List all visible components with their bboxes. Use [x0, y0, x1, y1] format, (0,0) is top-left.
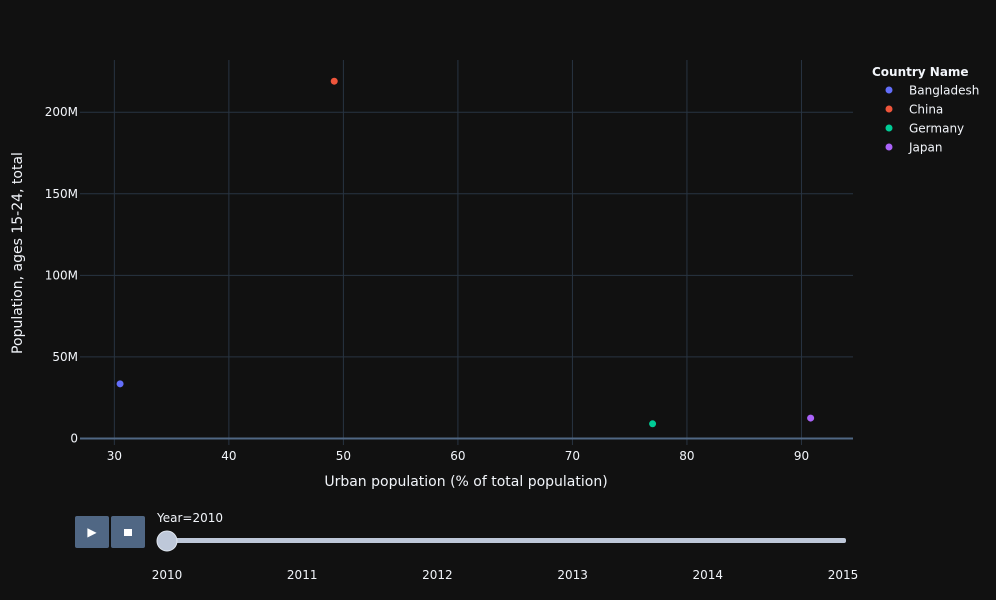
x-tick-label: 60 [450, 449, 465, 463]
legend-marker [885, 124, 893, 132]
x-tick-label: 50 [336, 449, 351, 463]
slider-step-label[interactable]: 2010 [152, 568, 183, 582]
data-point-germany[interactable] [649, 420, 657, 428]
slider-track[interactable] [162, 538, 846, 543]
slider-step-label[interactable]: 2012 [422, 568, 453, 582]
data-point-china[interactable] [330, 77, 338, 85]
slider-step-label[interactable]: 2013 [557, 568, 588, 582]
legend-marker [885, 86, 893, 94]
slider-handle[interactable] [156, 530, 178, 552]
legend-item-japan[interactable]: Japan [908, 141, 942, 155]
legend-items: Bangladesh China Germany Japan [885, 84, 979, 155]
data-point-bangladesh[interactable] [116, 380, 124, 388]
slider-step-label[interactable]: 2015 [828, 568, 859, 582]
stop-icon [124, 528, 132, 536]
year-slider[interactable]: Year=2010 2010 2011 2012 2013 2014 2015 [152, 511, 859, 582]
y-tick-label: 150M [45, 187, 78, 201]
legend: Country Name Bangladesh China Germany Japan [872, 65, 979, 155]
x-tick-label: 80 [679, 449, 694, 463]
grid-layer [80, 60, 853, 445]
data-point-japan[interactable] [807, 414, 815, 422]
y-tick-label: 200M [45, 105, 78, 119]
legend-item-germany[interactable]: Germany [909, 122, 964, 136]
legend-marker [885, 105, 893, 113]
legend-title: Country Name [872, 65, 969, 79]
legend-item-china[interactable]: China [909, 103, 943, 117]
stop-button[interactable] [111, 516, 145, 548]
play-button[interactable]: ▶ [75, 516, 109, 548]
slider-steps: 2010 2011 2012 2013 2014 2015 [152, 568, 859, 582]
x-tick-label: 30 [107, 449, 122, 463]
slider-step-label[interactable]: 2014 [693, 568, 724, 582]
x-tick-label: 40 [221, 449, 236, 463]
points-layer [116, 77, 815, 428]
x-axis-title: Urban population (% of total population) [324, 474, 607, 490]
legend-item-bangladesh[interactable]: Bangladesh [909, 84, 979, 98]
x-tick-label: 70 [565, 449, 580, 463]
y-tick-label: 50M [52, 350, 78, 364]
legend-marker [885, 143, 893, 151]
slider-current-label: Year=2010 [156, 511, 223, 525]
y-axis-title: Population, ages 15-24, total [10, 152, 26, 354]
slider-step-label[interactable]: 2011 [287, 568, 318, 582]
x-tick-label: 90 [794, 449, 809, 463]
y-tick-label: 0 [70, 431, 78, 445]
axis-layer: 30 40 50 60 70 80 90 0 50M 100M 150M 200M [45, 105, 809, 463]
play-icon: ▶ [87, 525, 97, 539]
y-tick-label: 100M [45, 268, 78, 282]
